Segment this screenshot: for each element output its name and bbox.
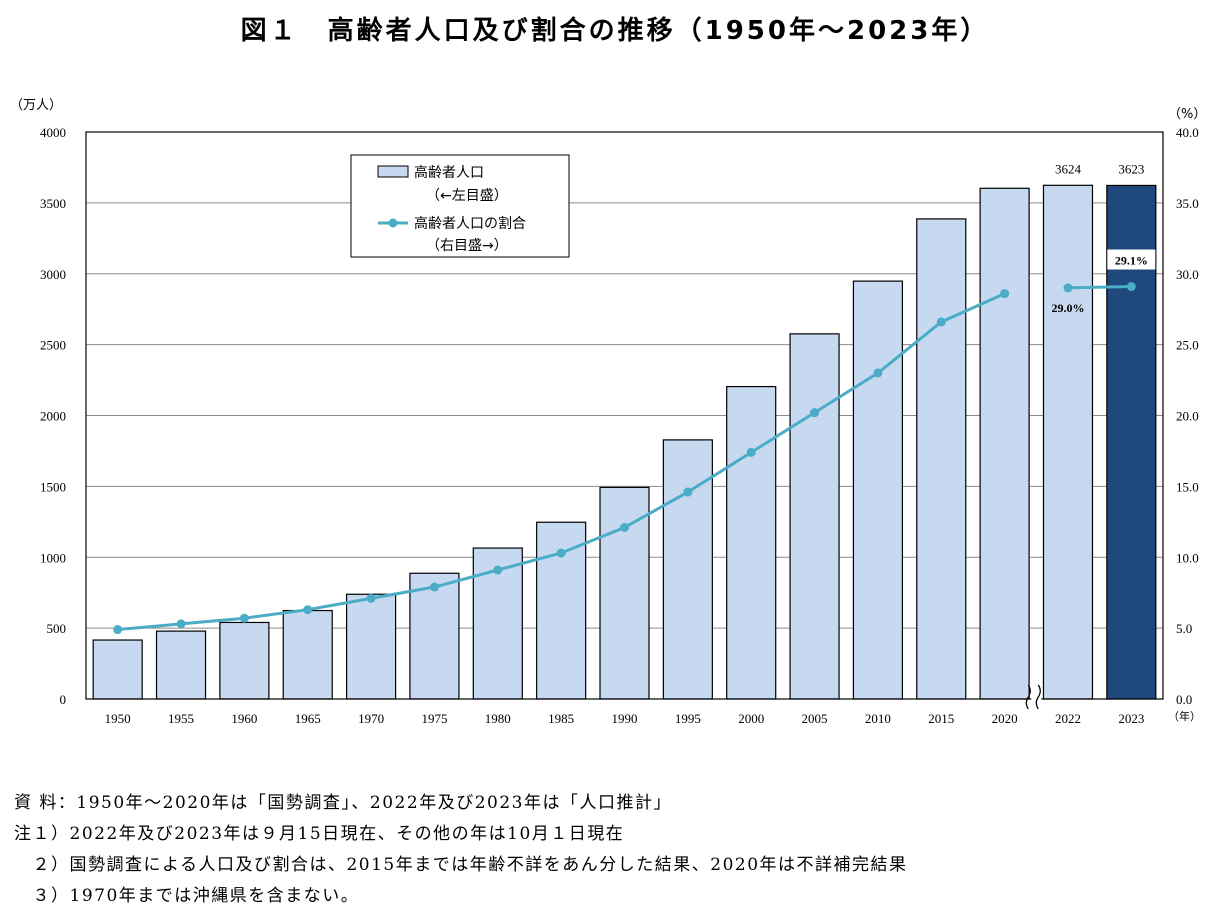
x-tick-label: 2022 [1055,711,1081,726]
x-tick-label: 1985 [548,711,574,726]
right-tick-label: 20.0 [1176,409,1199,424]
bar-1955 [155,630,207,700]
left-tick-label: 1500 [40,479,66,494]
ratio-point-1970 [366,593,376,603]
ratio-point-1980 [493,565,503,575]
line-data-label-2022: 29.0% [1051,301,1084,315]
legend-line-label: 高齢者人口の割合 [414,215,526,232]
bar-data-label-2022: 3624 [1055,161,1082,176]
x-tick-label: 1990 [612,711,638,726]
bar-2005 [789,333,840,700]
bar-1950 [92,639,143,700]
bar-1965 [282,609,333,700]
x-tick-label: 1970 [358,711,384,726]
ratio-point-1990 [620,522,629,532]
ratio-point-1995 [683,487,693,497]
line-data-label-2023: 29.1% [1115,254,1148,268]
left-tick-label: 4000 [40,125,66,140]
bar-2023 [1106,184,1157,700]
bar-1960 [219,621,270,700]
axes [85,131,1164,710]
ratio-point-2000 [746,447,756,457]
left-tick-label: 2500 [40,338,66,353]
ratio-point-2010 [873,368,883,378]
legend-line-marker [388,218,398,228]
ratio-line-segment-2 [1067,285,1132,290]
axis-break-mark-left [1025,684,1031,710]
note-3: ３）1970年までは沖縄県を含まない。 [14,886,360,906]
ratio-point-2022 [1063,283,1073,293]
ratio-point-1965 [303,605,313,615]
bars [92,184,1157,700]
bar-2000 [726,385,777,700]
bar-2022 [1042,184,1094,700]
bar-1975 [409,572,460,700]
x-tick-label: 2010 [865,711,891,726]
axis-labels: 0 500 1000 1500 2000 2500 3000 3500 4000 0.0 5.0 10… [10,98,1206,726]
bar-1995 [662,439,713,700]
left-tick-label: 2000 [40,409,66,424]
ratio-point-1975 [429,582,439,592]
right-tick-label: 5.0 [1176,621,1192,636]
x-tick-label: 1965 [295,711,321,726]
right-tick-label: 25.0 [1176,338,1199,353]
ratio-point-2023 [1126,282,1136,292]
x-tick-label: 2005 [802,711,828,726]
note-2: ２）国勢調査による人口及び割合は、2015年までは年齢不詳をあん分した結果、20… [14,855,908,875]
right-tick-label: 0.0 [1176,692,1192,707]
left-axis-unit: （万人） [10,98,62,113]
x-tick-label: 1960 [231,711,257,726]
right-tick-label: 15.0 [1176,479,1199,494]
chart-title: 図１ 高齢者人口及び割合の推移（1950年～2023年） [240,16,990,46]
left-tick-label: 500 [47,621,67,636]
note-source: 資 料：1950年～2020年は「国勢調査」、2022年及び2023年は「人口推… [14,793,672,813]
ratio-point-2015 [936,317,946,327]
x-tick-label: 1975 [421,711,447,726]
ratio-point-1960 [239,613,249,623]
x-axis-unit: （年） [1168,709,1201,723]
bar-1970 [345,593,397,700]
legend-bar-swatch [377,165,409,178]
ratio-point-1955 [176,619,186,629]
x-tick-label: 2020 [992,711,1018,726]
chart: 0 500 1000 1500 2000 2500 3000 3500 4000 0.0 5.0 10… [10,98,1206,726]
axis-break-gap [1031,683,1042,705]
legend: 高齢者人口 （←左目盛） 高齢者人口の割合 （右目盛→） [350,154,570,258]
right-tick-label: 35.0 [1176,196,1199,211]
bar-2015 [916,218,967,700]
legend-bar-label: 高齢者人口 [414,164,484,181]
line-data-label-box-2023 [1107,249,1156,270]
legend-bar-sub: （←左目盛） [426,188,508,204]
x-tick-label: 1955 [168,711,194,726]
bar-2010 [852,280,904,700]
ratio-point-1985 [556,548,566,558]
ratio-point-2020 [1000,289,1010,299]
right-tick-label: 40.0 [1176,125,1199,140]
note-1: 注１）2022年及び2023年は９月15日現在、その他の年は10月１日現在 [14,824,625,844]
right-tick-label: 30.0 [1176,267,1199,282]
x-tick-label: 2000 [738,711,764,726]
x-tick-label: 2023 [1118,711,1144,726]
legend-line-sub: （右目盛→） [426,238,508,254]
x-tick-label: 2015 [928,711,954,726]
ratio-point-2005 [810,408,820,418]
right-axis-unit: （%） [1168,107,1206,122]
axis-break-mark-right [1035,684,1041,710]
bar-2020 [979,187,1030,700]
x-tick-label: 1995 [675,711,701,726]
x-tick-label: 1980 [485,711,511,726]
left-tick-label: 3500 [40,196,66,211]
ratio-line [113,282,1136,635]
left-tick-label: 3000 [40,267,66,282]
bar-data-label-2023: 3623 [1118,161,1144,176]
left-tick-label: 1000 [40,550,66,565]
x-tick-label: 1950 [105,711,131,726]
left-tick-label: 0 [60,692,67,707]
right-tick-label: 10.0 [1176,550,1199,565]
plot-frame [85,131,1164,700]
ratio-point-1950 [113,625,123,635]
notes: 資 料：1950年～2020年は「国勢調査」、2022年及び2023年は「人口推… [14,788,908,912]
